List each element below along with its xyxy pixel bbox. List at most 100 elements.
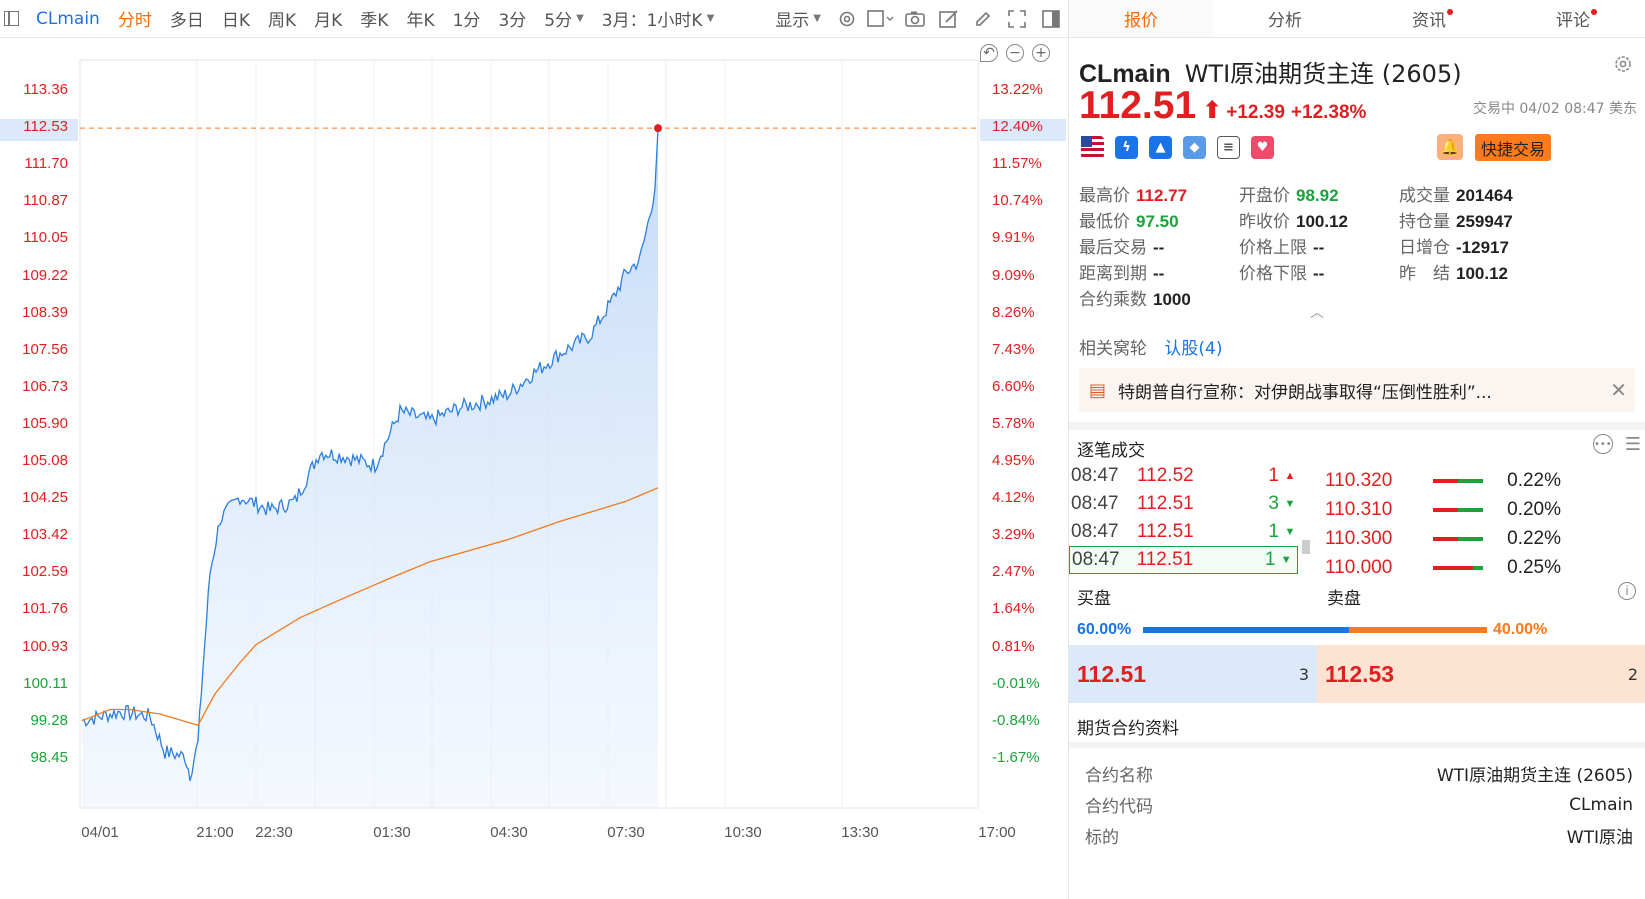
y-pct-label: 12.40% — [992, 118, 1043, 136]
period-tab[interactable]: 日K — [221, 11, 250, 31]
stat-cell: 持仓量 259947 — [1399, 207, 1559, 232]
depth-row[interactable]: 110.320 0.22% — [1325, 466, 1625, 495]
stat-value: 259947 — [1456, 211, 1513, 231]
panel-toggle-icon[interactable] — [4, 11, 19, 26]
list-icon[interactable]: ☰ — [1624, 434, 1641, 455]
stat-label: 日增仓 — [1399, 237, 1450, 258]
depth-row[interactable]: 110.300 0.22% — [1325, 524, 1625, 553]
layout-icon[interactable] — [1034, 9, 1068, 29]
pencil-icon[interactable] — [966, 9, 1000, 29]
last-price: 112.51 — [1079, 84, 1197, 127]
tick-list[interactable]: 08:47 112.52 1 ▲ 08:47 112.51 3 ▼ 08:47 112.51 1 ▼ 0… — [1069, 462, 1309, 574]
period-tab[interactable]: 5分 ▼ — [544, 11, 584, 31]
badge-icons: ϟ ▲ ◆ ≡ ♥ — [1081, 136, 1274, 159]
info-icon[interactable]: i — [1618, 582, 1636, 600]
trading-status: 交易中 04/02 08:47 美东 — [1472, 101, 1637, 117]
x-tick-label: 10:30 — [724, 824, 762, 841]
ask-price: 112.53 — [1325, 660, 1395, 687]
camera-icon[interactable] — [898, 9, 932, 29]
tab-label: 报价 — [1124, 11, 1158, 31]
chart-area[interactable]: 113.36 13.22% 112.53 12.40% 111.70 11.57% 110.… — [0, 38, 1068, 899]
tick-row[interactable]: 08:47 112.51 1 ▼ — [1069, 518, 1309, 546]
tag-icon[interactable]: ◆ — [1183, 136, 1206, 159]
contract-value: CLmain — [1569, 794, 1633, 815]
y-tick-label: 98.45 — [30, 748, 68, 766]
display-menu[interactable]: 显示 ▼ — [766, 0, 830, 38]
zoom-in-icon[interactable]: + — [1032, 44, 1050, 62]
y-tick-label: 111.70 — [24, 155, 68, 173]
depth-bar — [1433, 565, 1483, 570]
tab-1[interactable]: 分析 — [1213, 0, 1357, 37]
depth-row[interactable]: 110.000 0.25% — [1325, 553, 1625, 582]
stat-cell: 昨 结 100.12 — [1399, 259, 1559, 284]
bid-label: 买盘 — [1077, 589, 1111, 609]
tick-row[interactable]: 08:47 112.51 3 ▼ — [1069, 490, 1309, 518]
period-tab[interactable]: 月K — [314, 11, 343, 31]
chevron-down-icon: ▼ — [576, 13, 584, 24]
fast-trade-button[interactable]: 快捷交易 — [1475, 134, 1552, 161]
depth-pct: 0.22% — [1507, 527, 1561, 549]
stat-value: -- — [1153, 263, 1165, 283]
close-icon[interactable]: ✕ — [1610, 378, 1627, 402]
ratio-bar — [1143, 627, 1487, 633]
period-tab[interactable]: 年K — [406, 11, 435, 31]
stat-label: 价格上限 — [1239, 237, 1307, 258]
warrants-link[interactable]: 认股(4) — [1164, 339, 1223, 359]
settings-icon[interactable] — [830, 9, 864, 29]
period-tab[interactable]: 3分 — [498, 11, 527, 31]
contract-select[interactable]: 3月：1小时K ▼ — [593, 0, 723, 38]
y-tick-label: 101.76 — [22, 600, 68, 618]
stat-cell: 昨收价 100.12 — [1239, 207, 1399, 232]
bid-box[interactable]: 112.51 3 — [1069, 645, 1317, 703]
tick-qty: 1 — [1268, 465, 1279, 486]
tab-2[interactable]: 资讯 — [1357, 0, 1501, 37]
stats-grid: 最高价 112.77 开盘价 98.92 成交量 201464 最低价 97.50 昨收价 100… — [1079, 180, 1639, 310]
tab-3[interactable]: 评论 — [1501, 0, 1645, 37]
stats-row: 最低价 97.50 昨收价 100.12 持仓量 259947 — [1079, 206, 1639, 232]
period-tab[interactable]: 多日 — [169, 11, 204, 31]
bell-icon[interactable]: 🔔 — [1437, 134, 1463, 160]
stat-label: 最高价 — [1079, 185, 1130, 206]
period-tab[interactable]: 分时 — [117, 11, 152, 31]
depth-row[interactable]: 110.310 0.20% — [1325, 495, 1625, 524]
news-icon: ▤ — [1089, 379, 1107, 401]
gold-bars-icon[interactable]: ▲ — [1149, 136, 1172, 159]
ticks-title: 逐笔成交 — [1077, 441, 1145, 461]
tick-row[interactable]: 08:47 112.52 1 ▲ — [1069, 462, 1309, 490]
undo-icon[interactable]: ↶ — [980, 44, 998, 62]
fullscreen-icon[interactable] — [1000, 9, 1034, 29]
news-banner[interactable]: ▤ 特朗普自行宣称：对伊朗战事取得“压倒性胜利”... ✕ — [1079, 368, 1635, 412]
x-tick-label: 04/01 — [81, 824, 119, 841]
symbol-label[interactable]: CLmain — [36, 8, 100, 29]
y-pct-label: -0.84% — [992, 711, 1040, 729]
y-pct-label: 4.12% — [992, 489, 1035, 507]
tick-row[interactable]: 08:47 112.51 1 ▼ — [1069, 546, 1298, 574]
panel-tabs: 报价 分析 资讯 评论 — [1069, 0, 1645, 38]
period-tab[interactable]: 周K — [267, 11, 297, 31]
ask-box[interactable]: 112.53 2 — [1317, 645, 1645, 703]
quote-panel: 报价 分析 资讯 评论 CLmain WTI原油期货主连 (2605) 112.51 … — [1068, 0, 1645, 899]
zoom-out-icon[interactable]: − — [1006, 44, 1024, 62]
heart-icon[interactable]: ♥ — [1251, 136, 1274, 159]
news-text[interactable]: 特朗普自行宣称：对伊朗战事取得“压倒性胜利”... — [1118, 382, 1492, 403]
depth-list[interactable]: 110.320 0.22% 110.310 0.20% 110.300 0.22% 110.… — [1325, 466, 1625, 582]
bidask-quote: 112.51 3 112.53 2 — [1069, 645, 1645, 703]
lightning-icon[interactable]: ϟ — [1115, 136, 1138, 159]
more-icon[interactable]: ••• — [1592, 434, 1613, 454]
y-pct-label: 0.81% — [992, 637, 1035, 655]
period-tab[interactable]: 1分 — [452, 11, 481, 31]
us-flag-icon — [1081, 136, 1104, 159]
stat-value: 1000 — [1153, 289, 1191, 309]
tab-0[interactable]: 报价 — [1069, 0, 1213, 37]
stat-cell: 成交量 201464 — [1399, 181, 1559, 206]
indicator-box-icon[interactable] — [864, 9, 898, 29]
price-chart[interactable] — [0, 38, 1068, 858]
note-icon[interactable]: ≡ — [1217, 136, 1240, 159]
gear-icon[interactable] — [1613, 54, 1633, 79]
period-tab[interactable]: 季K — [360, 11, 389, 31]
draw-tool-icon[interactable] — [932, 9, 966, 29]
chevron-up-icon[interactable]: ︿ — [1310, 305, 1324, 321]
tick-scrollbar[interactable] — [1302, 540, 1310, 554]
depth-bar — [1433, 536, 1483, 541]
depth-bar-green — [1458, 478, 1483, 483]
